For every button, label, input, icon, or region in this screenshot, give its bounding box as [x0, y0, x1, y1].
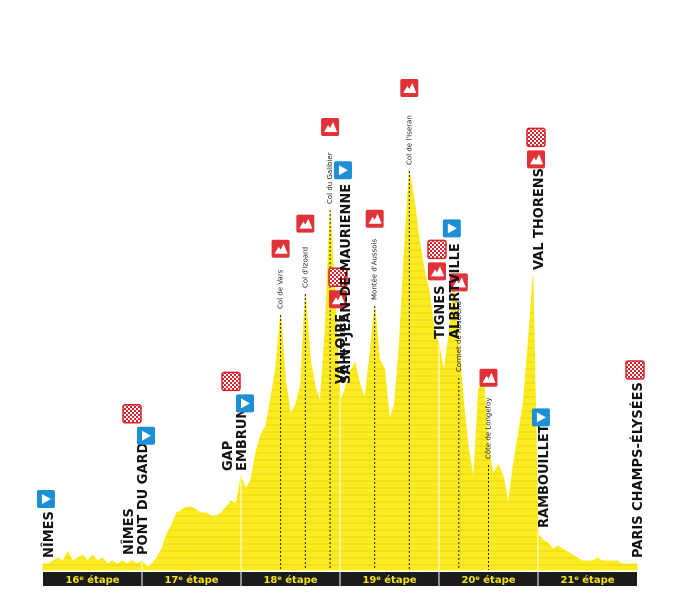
play-icon [41, 494, 51, 504]
play-icon [142, 430, 151, 441]
summit-badge [296, 214, 315, 233]
place: RAMBOUILLET [531, 408, 552, 528]
climb-label: Côte de Longefoy [485, 397, 493, 459]
place: GAP EMBRUN [221, 371, 254, 471]
play-icon [536, 412, 546, 423]
summit-badge [527, 150, 545, 169]
city-label: VAL THORENS [532, 168, 547, 270]
play-icon [338, 165, 348, 176]
climb-label: Col de Vars [277, 269, 285, 309]
stage-bar-segment [43, 572, 142, 586]
stage-bar-segment [439, 572, 538, 586]
stage-label: 19e étape [362, 574, 416, 586]
finish-flag [221, 371, 241, 392]
finish-flag [122, 404, 142, 424]
finish-flag [625, 360, 645, 380]
city-label: GAP [221, 441, 236, 471]
mountain-icon [452, 277, 466, 288]
place: NÎMES [36, 490, 57, 558]
place: SAINT-JEAN-DE-MAURIENNE [333, 161, 354, 384]
summit-badge [321, 118, 340, 136]
finish-flag [427, 239, 447, 260]
mountain-icon [403, 83, 417, 93]
climb-label: Col d'Izoard [301, 247, 309, 288]
summit-badge [365, 209, 384, 228]
city-label: ALBERTVILLE [448, 243, 463, 339]
mountain-icon [431, 266, 444, 277]
summit-badge [479, 368, 498, 387]
mountain-icon [299, 218, 313, 229]
summit-badge [271, 239, 290, 258]
climb-label: Cormet de Roselend [455, 301, 463, 372]
stage-label: 20e étape [461, 574, 515, 586]
stage-bar-segment [340, 572, 439, 586]
city-label: SAINT-JEAN-DE-MAURIENNE [339, 184, 354, 384]
play-icon [447, 223, 457, 234]
stage-label: 16e étape [65, 574, 119, 586]
finish-flag [328, 267, 348, 287]
stage-bar-segment [241, 572, 340, 586]
mountain-icon [530, 154, 543, 165]
city-label: VALLOIRE [334, 314, 349, 384]
stage-bar-segment [538, 572, 637, 586]
city-label: NÎMES [121, 508, 137, 555]
finish-flag [526, 127, 546, 148]
stage-bar-segment [142, 572, 241, 586]
city-label: TIGNES [433, 286, 448, 340]
mountain-icon [274, 243, 288, 254]
city-label: EMBRUN [235, 408, 250, 471]
climb-label: Col du Galibier [326, 152, 334, 204]
climb-label: Col de l'Iseran [405, 115, 413, 165]
mountain-icon [332, 294, 345, 305]
mountain-icon [368, 213, 382, 224]
city-label: PONT DU GARD [136, 443, 151, 555]
place: NÎMES PONT DU GARD [121, 404, 155, 555]
summit-badge [400, 79, 419, 97]
place: TIGNES [427, 239, 448, 340]
stage-label: 17e étape [164, 574, 218, 586]
place: ALBERTVILLE [442, 219, 463, 339]
city-label: RAMBOUILLET [537, 424, 552, 528]
climb-label: Montée d'Aussois [371, 239, 379, 300]
place: VALLOIRE [328, 267, 349, 384]
stage-label: 18e étape [263, 574, 317, 586]
city-label: PARIS CHAMPS-ÉLYSÉES [630, 382, 646, 558]
place: VAL THORENS [526, 127, 547, 270]
play-icon [241, 398, 250, 409]
summit-badge [428, 262, 446, 281]
city-label: NÎMES [41, 511, 57, 558]
place: PARIS CHAMPS-ÉLYSÉES [625, 360, 646, 558]
mountain-icon [324, 122, 338, 132]
stage-label: 21e étape [560, 574, 614, 586]
mountain-icon [482, 372, 496, 383]
